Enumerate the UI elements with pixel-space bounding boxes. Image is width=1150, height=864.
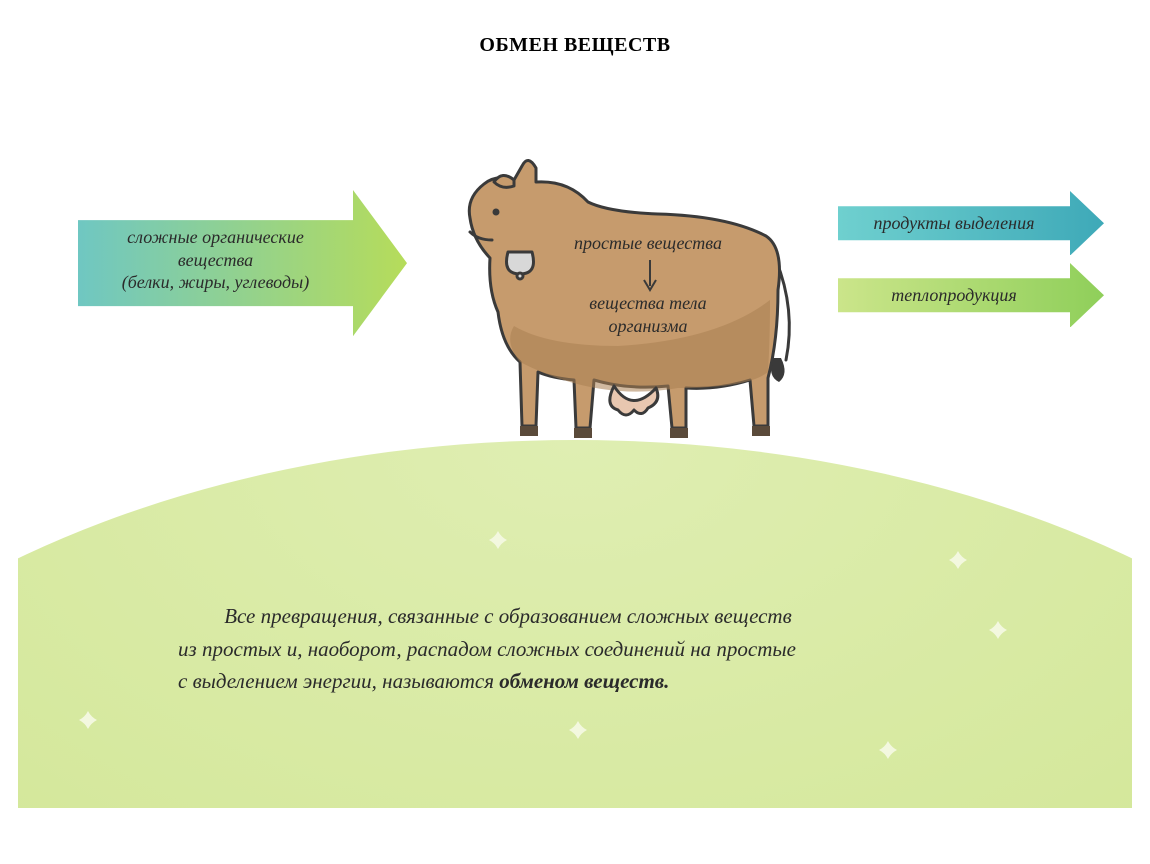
cow-text-body-l2: организма bbox=[608, 316, 687, 336]
definition-line3-bold: обменом веществ. bbox=[499, 669, 669, 693]
cow-text-simple-substances: простые вещества bbox=[538, 232, 758, 255]
cow-text-body-l1: вещества тела bbox=[589, 293, 706, 313]
definition-line1: Все превращения, связанные с образование… bbox=[224, 604, 792, 628]
definition-line3-pre: с выделением энергии, называются bbox=[178, 669, 499, 693]
cow-inner-arrow-icon bbox=[640, 258, 660, 296]
page-title: ОБМЕН ВЕЩЕСТВ bbox=[0, 34, 1150, 57]
input-arrow-label: сложные органическиевещества(белки, жиры… bbox=[78, 226, 353, 294]
cow-text-body-substances: вещества тела организма bbox=[538, 292, 758, 337]
output-arrow-excretion-label: продукты выделения bbox=[838, 212, 1070, 235]
definition-line2: из простых и, наоборот, распадом сложных… bbox=[178, 637, 796, 661]
metabolism-diagram: сложные органическиевещества(белки, жиры… bbox=[18, 110, 1132, 808]
definition-text: Все превращения, связанные с образование… bbox=[178, 600, 978, 698]
output-arrow-heat-label: теплопродукция bbox=[838, 284, 1070, 307]
page: ОБМЕН ВЕЩЕСТВ bbox=[0, 0, 1150, 864]
